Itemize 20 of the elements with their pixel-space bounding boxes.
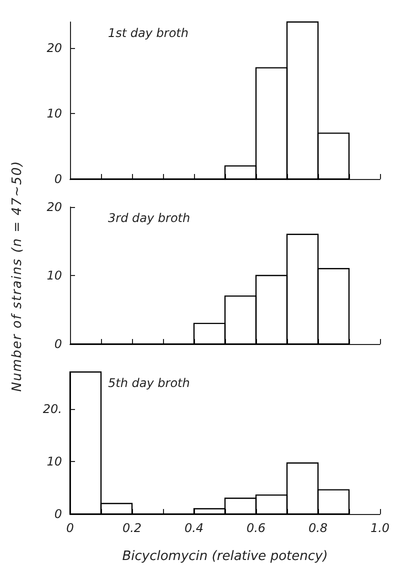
- chart-title: 5th day broth: [108, 376, 190, 390]
- y-tick-label: 0: [54, 172, 62, 186]
- y-tick-label: 10: [46, 106, 62, 121]
- x-tick-label: 0: [66, 521, 74, 535]
- chart-title: 3rd day broth: [108, 211, 190, 225]
- y-tick-label: 10: [46, 268, 62, 282]
- x-tick-label: 1.0: [370, 521, 390, 535]
- y-tick-label: 20: [46, 200, 62, 214]
- chart-title: 1st day broth: [108, 26, 188, 40]
- x-tick-label: 0.8: [308, 521, 328, 535]
- y-axis-title: Number of strains (n = 47∼50): [10, 160, 25, 392]
- x-tick-label: 0.6: [246, 521, 266, 535]
- y-tick-label: 10: [46, 454, 62, 468]
- y-tick-label: 20: [46, 41, 62, 56]
- y-tick-label: 0: [54, 507, 62, 521]
- x-tick-label: 0.4: [184, 521, 204, 535]
- y-tick-label: 0: [54, 337, 62, 351]
- y-tick-label: 20.: [42, 402, 62, 416]
- x-axis-title: Bicyclomycin (relative potency): [122, 549, 328, 564]
- x-tick-label: 0.2: [122, 521, 142, 535]
